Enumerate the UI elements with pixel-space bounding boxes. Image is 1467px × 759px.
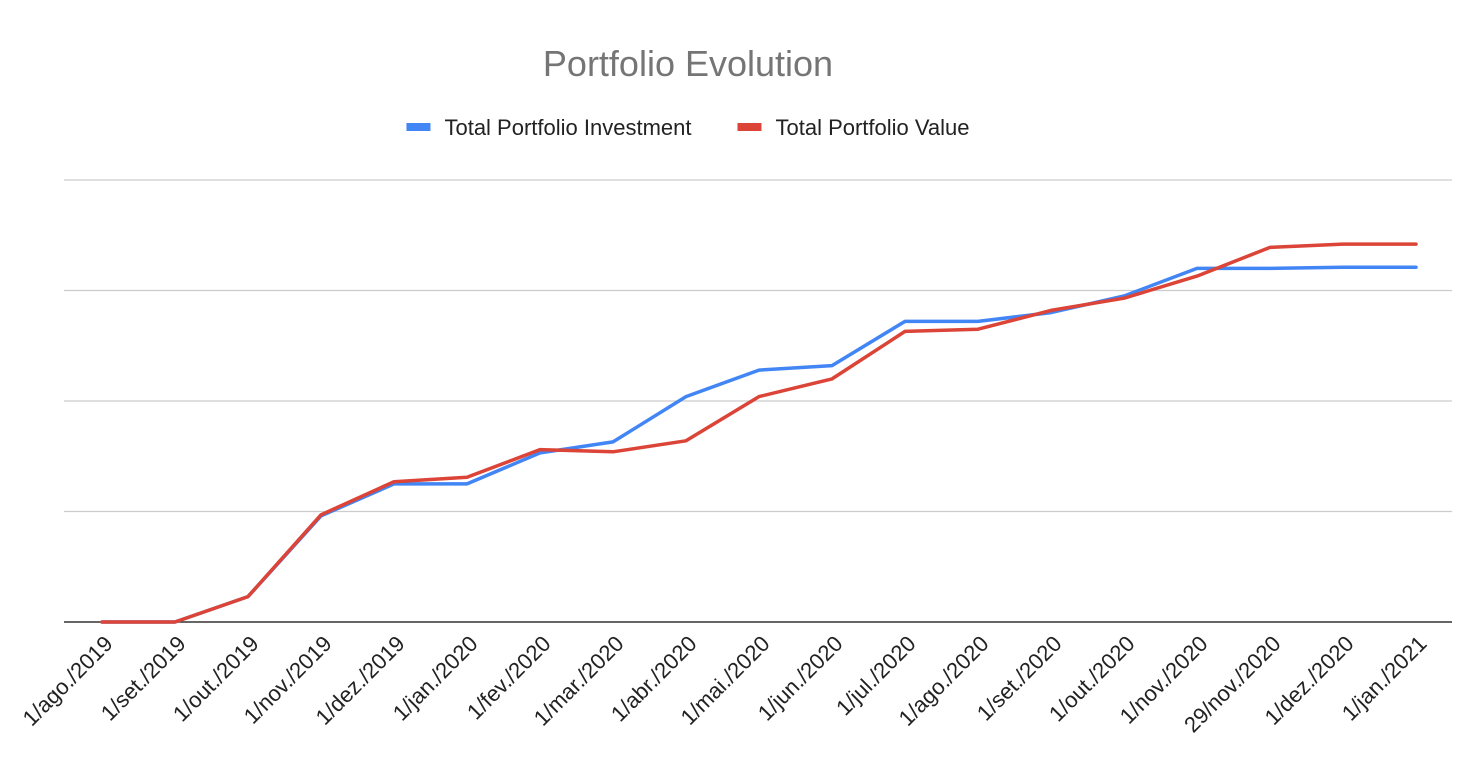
legend: Total Portfolio Investment Total Portfoli… (406, 115, 970, 140)
legend-label: Total Portfolio Investment (444, 115, 691, 140)
legend-swatch (737, 123, 762, 131)
chart-title: Portfolio Evolution (543, 43, 833, 84)
gridlines (64, 179, 1452, 623)
legend-item-2: Total Portfolio Value (737, 115, 970, 140)
series-lines (100, 242, 1418, 624)
series-line-2 (100, 242, 1418, 624)
legend-label: Total Portfolio Value (775, 115, 969, 140)
legend-swatch (406, 123, 431, 131)
legend-item-1: Total Portfolio Investment (406, 115, 691, 140)
